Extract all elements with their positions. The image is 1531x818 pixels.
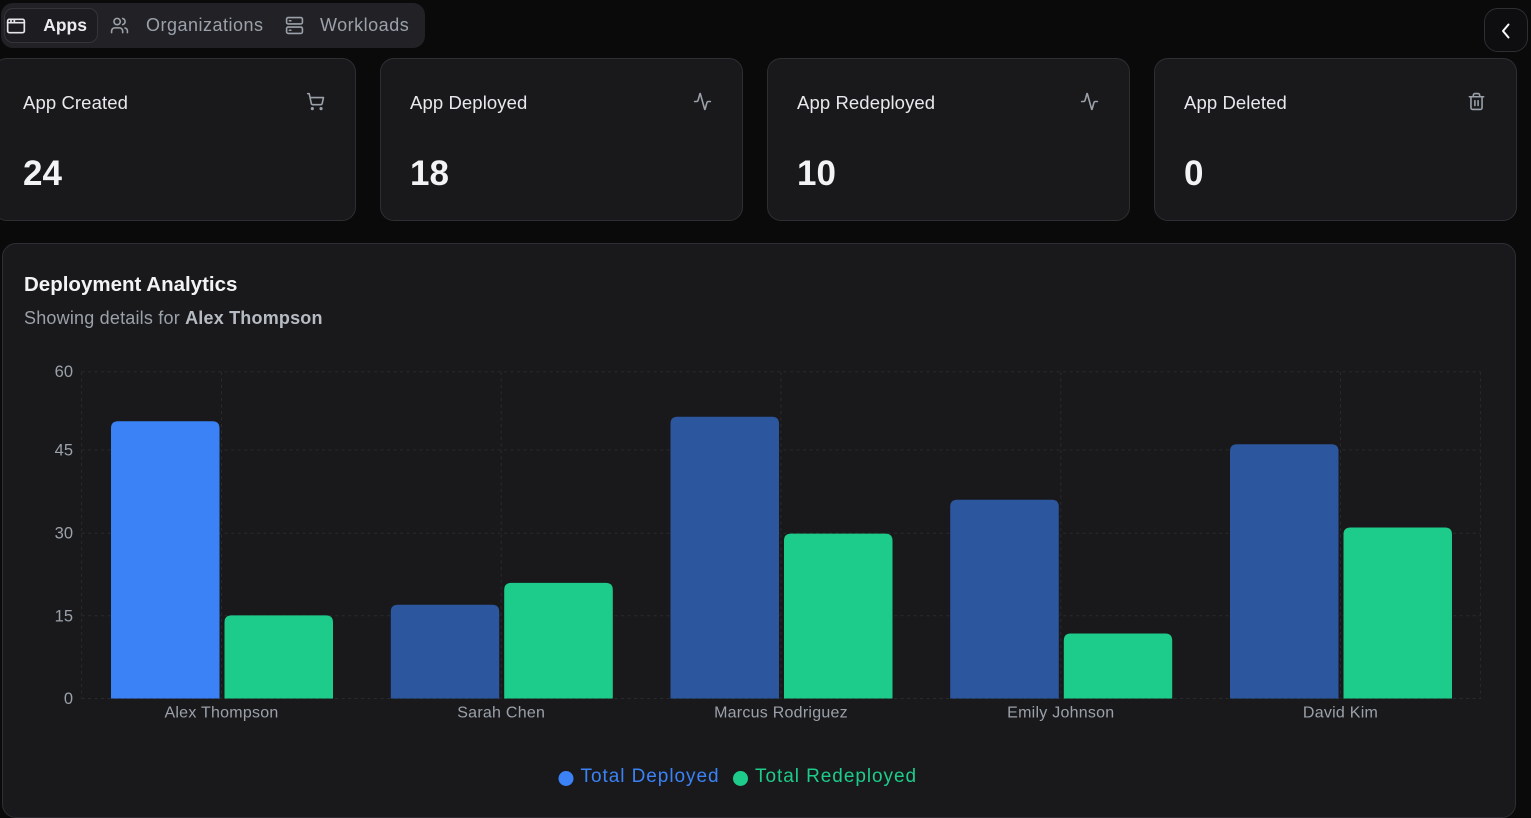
svg-text:15: 15 — [55, 607, 73, 625]
svg-text:Total Deployed: Total Deployed — [581, 766, 720, 787]
svg-text:30: 30 — [55, 525, 73, 543]
svg-text:Sarah Chen: Sarah Chen — [457, 705, 545, 722]
svg-text:45: 45 — [55, 441, 73, 459]
svg-text:60: 60 — [55, 363, 73, 381]
svg-text:Emily Johnson: Emily Johnson — [1007, 705, 1114, 722]
svg-text:David Kim: David Kim — [1303, 705, 1378, 722]
svg-text:Total Redeployed: Total Redeployed — [755, 766, 917, 787]
svg-text:Marcus Rodriguez: Marcus Rodriguez — [714, 705, 848, 722]
svg-text:0: 0 — [64, 690, 73, 708]
svg-text:Alex Thompson: Alex Thompson — [164, 705, 278, 722]
